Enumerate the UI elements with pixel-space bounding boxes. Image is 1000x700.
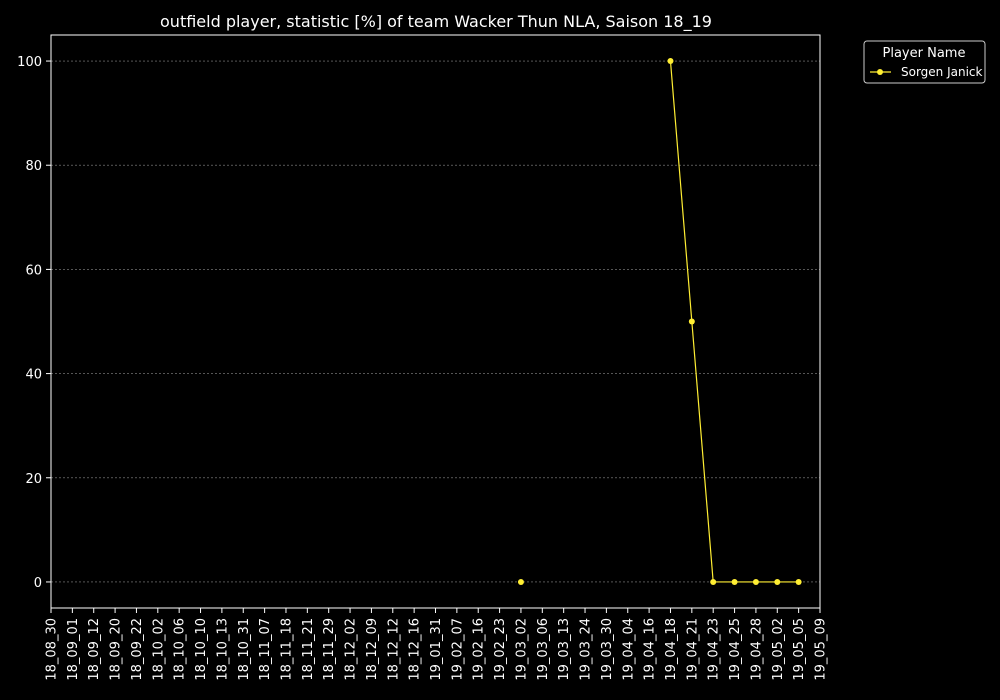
data-point [710,578,717,585]
x-tick-label: 18_11_29 [322,618,337,681]
data-point [752,578,759,585]
x-tick-label: 19_04_16 [643,618,658,681]
x-tick-label: 18_10_06 [173,618,188,681]
x-tick-label: 18_09_22 [130,618,145,681]
x-tick-label: 19_04_23 [707,618,722,681]
x-tick-label: 19_01_31 [429,618,444,681]
x-tick-label: 18_10_13 [215,618,230,681]
x-tick-label: 19_02_07 [450,618,465,681]
y-tick-label: 40 [25,368,42,383]
y-tick-label: 80 [25,159,42,174]
data-point [517,578,524,585]
x-tick-label: 19_02_23 [493,618,508,681]
x-tick-label: 19_04_21 [685,618,700,681]
x-tick-label: 19_04_25 [728,618,743,681]
x-tick-label: 18_11_07 [258,618,273,681]
series-layer [517,58,802,585]
legend-title: Player Name [883,46,966,61]
y-tick-label: 100 [17,55,42,70]
x-tick-label: 18_12_09 [365,618,380,681]
x-tick-label: 18_09_01 [66,618,81,681]
legend: Player Name Sorgen Janick [863,40,986,84]
grid [51,60,820,583]
data-point [774,578,781,585]
x-tick-label: 18_08_30 [45,618,60,681]
x-tick-label: 18_12_16 [408,618,423,681]
legend-label: Sorgen Janick [901,65,983,79]
x-tick-label: 18_11_18 [279,618,294,681]
data-point [688,318,695,325]
data-point [795,578,802,585]
x-tick-label: 19_03_13 [557,618,572,681]
x-tick-label: 19_05_02 [771,618,786,681]
x-tick-label: 19_03_30 [600,618,615,681]
plot-frame [50,34,821,609]
x-tick-label: 19_05_09 [814,618,829,681]
legend-marker-swatch [877,69,883,75]
x-tick-label: 18_12_12 [386,618,401,681]
x-tick-label: 19_04_04 [621,618,636,681]
x-tick-label: 19_04_18 [664,618,679,681]
x-axis: 18_08_30 18_09_01 18_09_12 18_09_20 18_09_22… [45,608,829,681]
y-axis: 0 20 40 60 80 100 [17,55,51,591]
x-tick-label: 19_03_24 [579,618,594,681]
x-tick-label: 19_05_05 [792,618,807,681]
x-tick-label: 18_10_10 [194,618,209,681]
x-tick-label: 18_09_12 [87,618,102,681]
x-tick-label: 19_04_28 [749,618,764,681]
x-tick-label: 19_03_06 [536,618,551,681]
y-tick-label: 20 [25,472,42,487]
y-tick-label: 0 [34,576,42,591]
x-tick-label: 18_09_20 [109,618,124,681]
data-point [667,58,674,65]
chart-title: outfield player, statistic [%] of team W… [160,12,712,32]
x-tick-label: 19_03_02 [514,618,529,681]
x-tick-label: 18_11_21 [301,618,316,681]
y-tick-label: 60 [25,263,42,278]
x-tick-label: 18_12_02 [344,618,359,681]
x-tick-label: 19_02_16 [472,618,487,681]
x-tick-label: 18_10_31 [237,618,252,681]
data-point [731,578,738,585]
x-tick-label: 18_10_02 [151,618,166,681]
legend-box [863,40,986,84]
